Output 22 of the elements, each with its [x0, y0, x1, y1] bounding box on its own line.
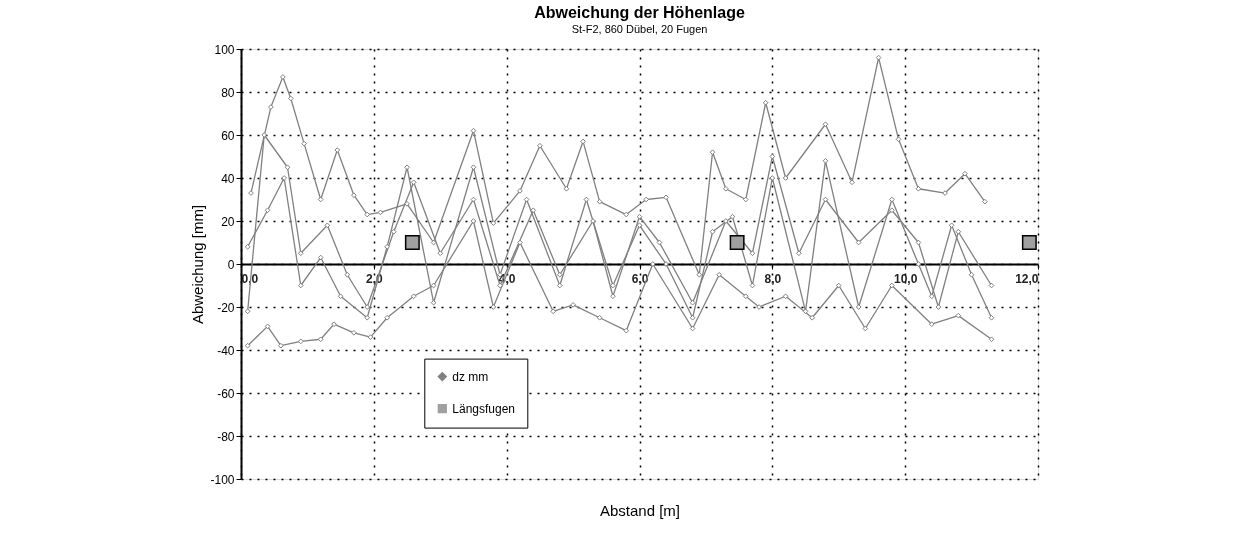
y-tick-label: 0	[227, 257, 235, 272]
legend-label: dz mm	[452, 369, 489, 384]
y-tick-label: 40	[221, 171, 235, 186]
x-axis-title: Abstand [m]	[599, 501, 681, 519]
chart-subtitle: St-F2, 860 Dübel, 20 Fugen	[571, 23, 708, 35]
x-tick-label: 12,0	[1015, 271, 1039, 286]
y-tick-label: 20	[221, 214, 235, 229]
chart-title: Abweichung der Höhenlage	[534, 4, 745, 21]
y-tick-label: -40	[217, 343, 235, 358]
y-tick-label: -60	[217, 386, 235, 401]
y-tick-label: 80	[221, 85, 235, 100]
y-tick-label: -100	[210, 472, 235, 487]
x-tick-label: 6,0	[631, 271, 649, 286]
y-tick-label: -20	[217, 300, 235, 315]
y-tick-label: 60	[221, 128, 235, 143]
y-tick-label: -80	[217, 429, 235, 444]
y-tick-label: 100	[214, 42, 235, 57]
x-tick-label: 10,0	[893, 271, 918, 286]
x-tick-label: 8,0	[764, 271, 782, 286]
legend-label: Längsfugen	[452, 401, 516, 416]
y-axis-title: Abweichung [mm]	[189, 204, 207, 325]
x-tick-label: 4,0	[498, 271, 516, 286]
